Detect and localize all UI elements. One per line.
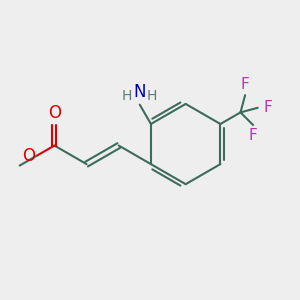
Text: H: H [122,89,133,103]
Text: F: F [241,76,250,92]
Text: F: F [263,100,272,115]
Text: F: F [249,128,257,143]
Text: H: H [147,89,158,103]
Text: N: N [134,83,146,101]
Text: O: O [22,147,35,165]
Text: methyl: methyl [0,299,1,300]
Text: O: O [48,104,61,122]
